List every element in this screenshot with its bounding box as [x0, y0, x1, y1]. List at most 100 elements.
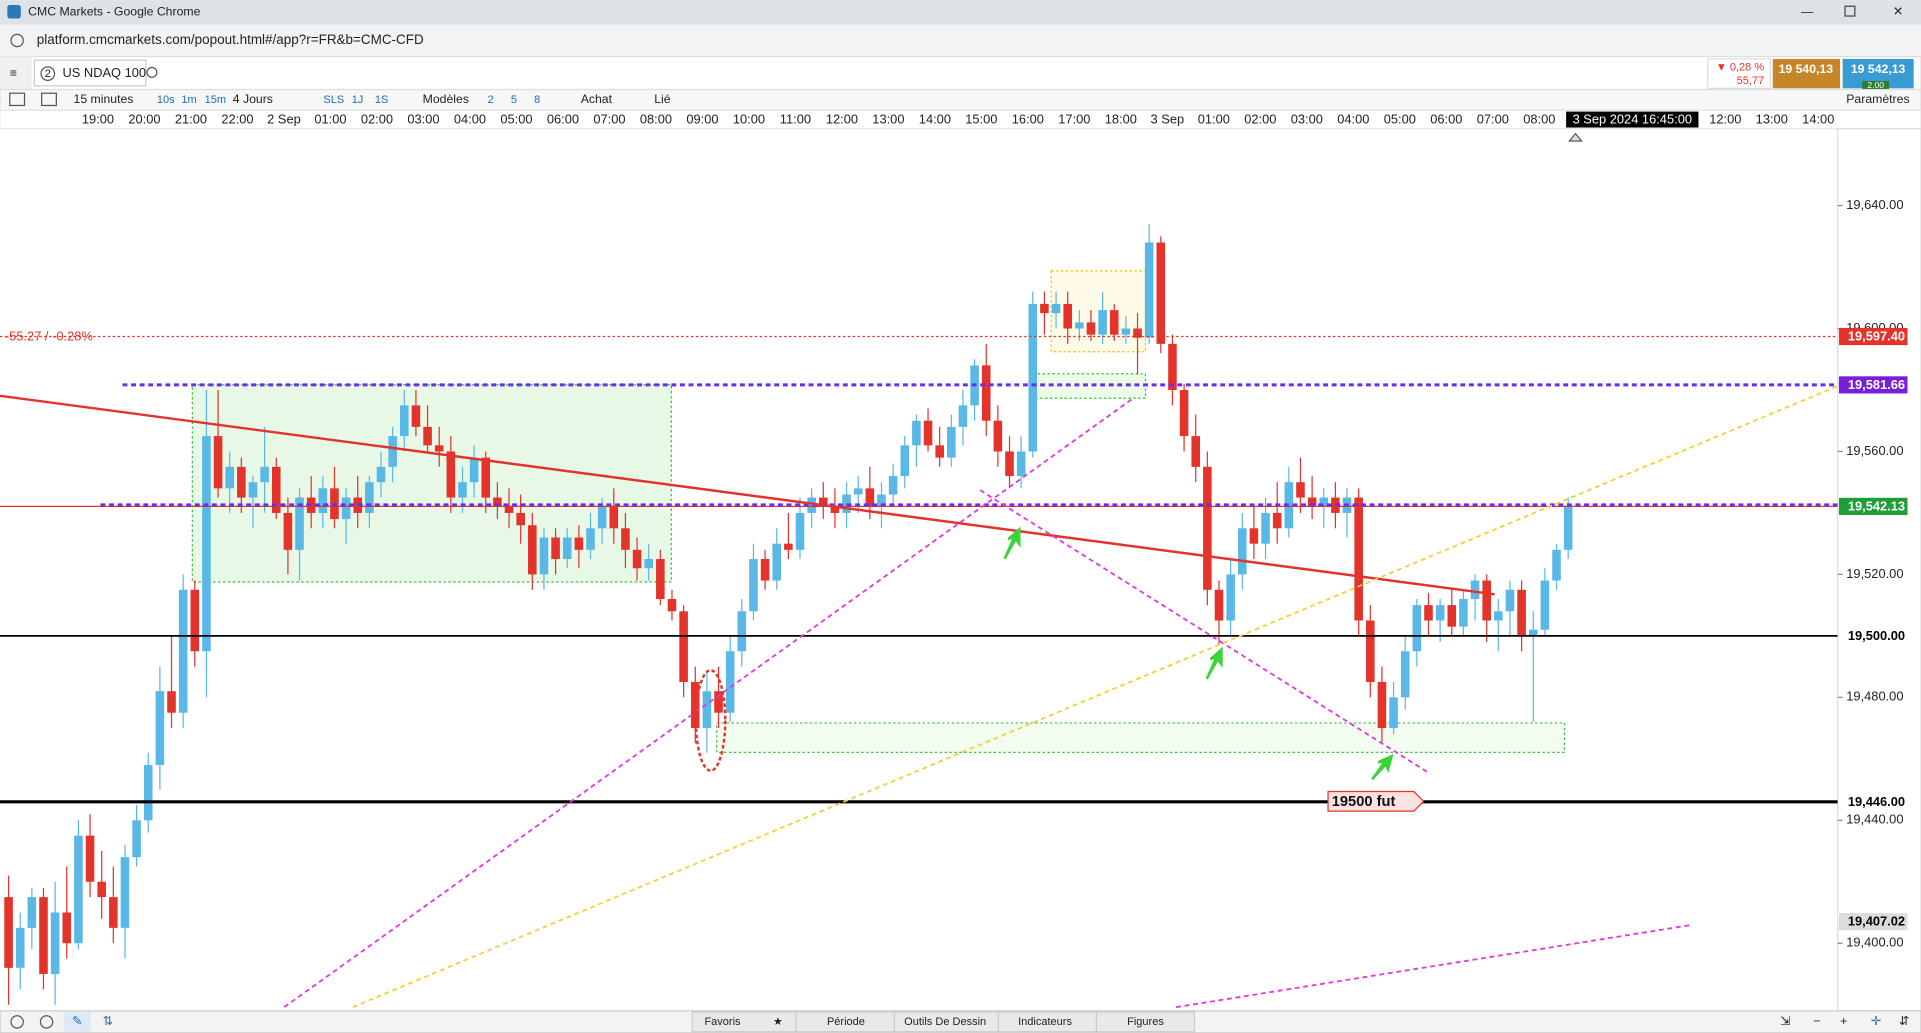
y-tick-label: 19,480.00 [1846, 689, 1903, 704]
x-tick-label: 02:00 [1244, 112, 1276, 127]
candle-body [1400, 651, 1410, 698]
figures-tab[interactable] [1095, 1011, 1196, 1033]
drawing-label: 19500 fut [1332, 794, 1396, 810]
candle-body [1191, 436, 1201, 467]
trend-line [352, 385, 1838, 1009]
templates[interactable]: Modèles [423, 92, 469, 106]
draw-active[interactable] [63, 1012, 91, 1032]
x-tick-label: 21:00 [175, 112, 207, 127]
url[interactable]: platform.cmcmarkets.com/popout.html#/app… [37, 32, 424, 47]
range-1j[interactable]: 1J [352, 94, 364, 106]
candle-body [795, 512, 805, 550]
preset-8[interactable]: 8 [534, 94, 540, 106]
level-label-box [1838, 913, 1908, 931]
candle-body [97, 881, 106, 898]
close[interactable]: ✕ [1893, 5, 1903, 19]
x-tick-label: 06:00 [547, 112, 579, 127]
magnet-icon[interactable]: ⇅ [103, 1014, 113, 1028]
candle-body [1109, 310, 1119, 335]
linked[interactable]: Lié [654, 92, 671, 106]
candle-body [1156, 242, 1166, 344]
level-label: 19,446.00 [1848, 794, 1905, 809]
candle-body [1494, 611, 1503, 621]
candle-body [877, 494, 886, 507]
spread-box [1862, 80, 1890, 91]
x-tick-label: 16:00 [1012, 112, 1044, 127]
instrument: US NDAQ 100 [62, 65, 146, 80]
candle-body [993, 420, 1003, 452]
level-label: 19,581.66 [1848, 377, 1905, 392]
range-1s[interactable]: 1S [375, 94, 388, 106]
settings[interactable]: Paramètres [1846, 92, 1909, 106]
range-box [716, 722, 1566, 753]
instrument-box[interactable] [33, 59, 147, 87]
interval-1m[interactable]: 1m [181, 94, 196, 106]
candle-body [1563, 506, 1573, 550]
candle-body [283, 512, 293, 550]
maximize[interactable] [1844, 5, 1856, 17]
grid-icon[interactable] [41, 92, 57, 107]
candle-body [50, 912, 60, 974]
range-sls[interactable]: SLS [323, 94, 344, 106]
candle-body [213, 436, 223, 489]
level-label: 19,500.00 [1848, 628, 1905, 643]
sell-button[interactable] [1772, 58, 1841, 89]
candle-body [1086, 322, 1096, 335]
candle-body [1354, 497, 1363, 621]
candle-body [190, 589, 200, 652]
y-tick-label: 19,560.00 [1846, 443, 1903, 458]
interval-10s[interactable]: 10s [157, 94, 175, 106]
candle-body [1005, 451, 1014, 477]
candle-body [155, 691, 165, 765]
candle-body [1366, 620, 1375, 682]
x-tick-label: 19:00 [82, 112, 114, 127]
candle-body [1016, 451, 1026, 477]
x-tick-label: 12:00 [1709, 112, 1741, 127]
x-tick-label: 3 Sep [1151, 112, 1185, 127]
expand[interactable]: ⇵ [1899, 1014, 1909, 1028]
candle-body [609, 506, 619, 529]
buy-price: 19 542,13 [1851, 62, 1906, 76]
candle-body [784, 543, 793, 550]
preset-2[interactable]: 2 [488, 94, 494, 106]
preset-5[interactable]: 5 [511, 94, 517, 106]
buy-mode[interactable]: Achat [581, 92, 613, 106]
trend-line [0, 394, 1495, 596]
level-label-box [1838, 376, 1908, 394]
minimize[interactable]: — [1801, 5, 1814, 19]
x-tick-label: 11:00 [780, 112, 811, 127]
candle-body [493, 497, 502, 507]
menu-button[interactable] [0, 56, 32, 90]
zoom-reset[interactable]: ⇲ [1780, 1014, 1790, 1028]
range[interactable]: 4 Jours [233, 92, 273, 106]
x-tick-label: 07:00 [593, 112, 625, 127]
change-annotation: -55.27 / -0.28% [5, 328, 93, 343]
x-tick-label: 13:00 [1756, 112, 1788, 127]
interval-15m[interactable]: 15m [205, 94, 226, 106]
arrow [1371, 753, 1394, 781]
candle-body [15, 927, 25, 968]
candle-body [202, 436, 211, 652]
y-tick-label: 19,400.00 [1846, 935, 1903, 950]
candle-body [1412, 605, 1422, 652]
zoom-out[interactable]: − [1813, 1014, 1820, 1028]
hide-icon[interactable] [39, 1015, 54, 1029]
fit[interactable]: ✛ [1871, 1014, 1881, 1028]
candle-body [1237, 528, 1247, 575]
site-info[interactable] [10, 33, 24, 48]
candle-body [912, 420, 921, 446]
candle-body [1075, 322, 1084, 329]
window-title: CMC Markets - Google Chrome [28, 5, 200, 19]
candle-body [423, 426, 432, 446]
candle-body [1459, 598, 1468, 627]
zoom-in[interactable]: + [1840, 1014, 1847, 1028]
interval[interactable]: 15 minutes [74, 92, 134, 106]
search-icon[interactable] [146, 66, 158, 78]
layout-icon[interactable] [9, 92, 26, 107]
candle-body [446, 451, 456, 498]
reset-icon[interactable] [10, 1015, 24, 1029]
candle-body [900, 445, 910, 477]
candle-body [1179, 389, 1189, 437]
candle-body [1063, 303, 1072, 329]
